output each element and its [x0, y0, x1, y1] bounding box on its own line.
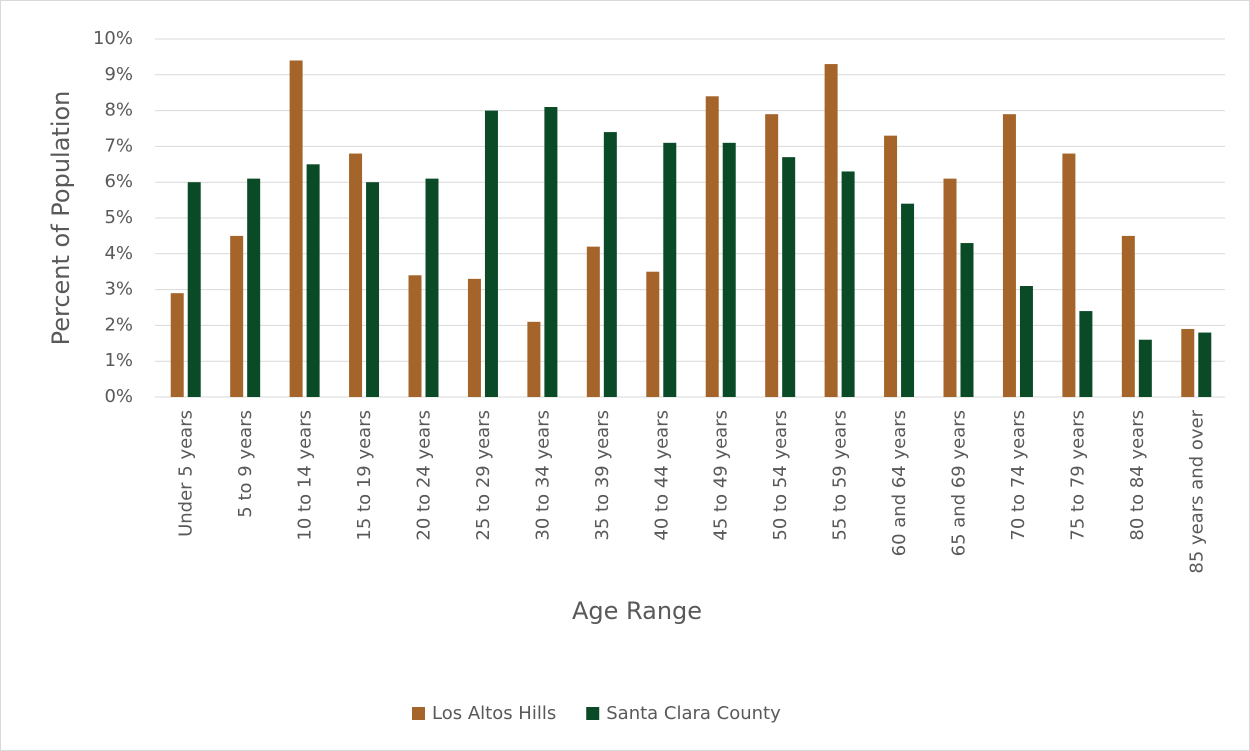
- x-tick-label: 75 to 79 years: [1067, 410, 1088, 541]
- x-axis-title: Age Range: [572, 597, 702, 625]
- bar: [705, 96, 719, 397]
- bar: [289, 60, 303, 397]
- bar: [1019, 286, 1033, 397]
- bar: [306, 164, 320, 397]
- legend-label: Santa Clara County: [606, 703, 781, 724]
- y-tick-label: 9%: [104, 64, 133, 85]
- bar: [544, 107, 558, 398]
- bar: [765, 114, 779, 398]
- x-tick-label: 40 to 44 years: [651, 410, 672, 541]
- bar: [1121, 235, 1135, 397]
- bar: [527, 321, 541, 397]
- bar: [824, 64, 838, 397]
- bar: [603, 132, 617, 397]
- bar: [884, 135, 898, 397]
- y-tick-label: 4%: [104, 243, 133, 264]
- y-tick-label: 6%: [104, 171, 133, 192]
- bar: [841, 171, 855, 397]
- y-tick-label: 8%: [104, 100, 133, 121]
- y-tick-label: 0%: [104, 386, 133, 407]
- bar: [484, 110, 498, 397]
- x-tick-label: 85 years and over: [1186, 409, 1207, 573]
- bar: [960, 243, 974, 397]
- bar: [1079, 311, 1093, 397]
- y-tick-label: 3%: [104, 279, 133, 300]
- y-tick-label: 5%: [104, 207, 133, 228]
- x-tick-label: 35 to 39 years: [592, 410, 613, 541]
- x-tick-label: 60 and 64 years: [889, 410, 910, 556]
- bar: [187, 182, 201, 397]
- bar: [646, 271, 660, 397]
- y-axis-title: Percent of Population: [47, 91, 75, 346]
- x-tick-label: 65 and 69 years: [949, 410, 970, 556]
- y-tick-label: 10%: [93, 28, 133, 49]
- x-tick-label: 30 to 34 years: [532, 410, 553, 541]
- bar: [1062, 153, 1076, 397]
- x-tick-label: 15 to 19 years: [354, 410, 375, 541]
- bar: [1138, 339, 1152, 397]
- x-tick-label: 80 to 84 years: [1127, 410, 1148, 541]
- x-tick-label: Under 5 years: [176, 410, 197, 537]
- bar: [408, 275, 422, 397]
- x-tick-label: 45 to 49 years: [711, 410, 732, 541]
- bar: [349, 153, 363, 397]
- bar: [230, 235, 244, 397]
- x-tick-label: 20 to 24 years: [414, 410, 435, 541]
- bar: [586, 246, 600, 397]
- x-tick-label: 5 to 9 years: [235, 410, 256, 518]
- x-tick-label: 50 to 54 years: [770, 410, 791, 541]
- bar: [467, 278, 481, 397]
- x-tick-label: 10 to 14 years: [295, 410, 316, 541]
- bar: [901, 203, 915, 397]
- bar: [663, 142, 677, 397]
- bar: [1181, 328, 1195, 397]
- bar: [943, 178, 957, 397]
- bar: [1002, 114, 1016, 398]
- y-tick-label: 2%: [104, 314, 133, 335]
- bar: [782, 157, 796, 397]
- legend-label: Los Altos Hills: [432, 703, 556, 724]
- bar: [170, 293, 184, 397]
- y-tick-label: 7%: [104, 135, 133, 156]
- bar: [1198, 332, 1212, 397]
- x-tick-label: 55 to 59 years: [830, 410, 851, 541]
- x-tick-label: 70 to 74 years: [1008, 410, 1029, 541]
- bar: [722, 142, 736, 397]
- bar: [366, 182, 380, 397]
- y-tick-label: 1%: [104, 350, 133, 371]
- legend-swatch: [412, 707, 425, 720]
- x-tick-label: 25 to 29 years: [473, 410, 494, 541]
- bar: [247, 178, 261, 397]
- bar: [425, 178, 439, 397]
- legend-swatch: [586, 707, 600, 720]
